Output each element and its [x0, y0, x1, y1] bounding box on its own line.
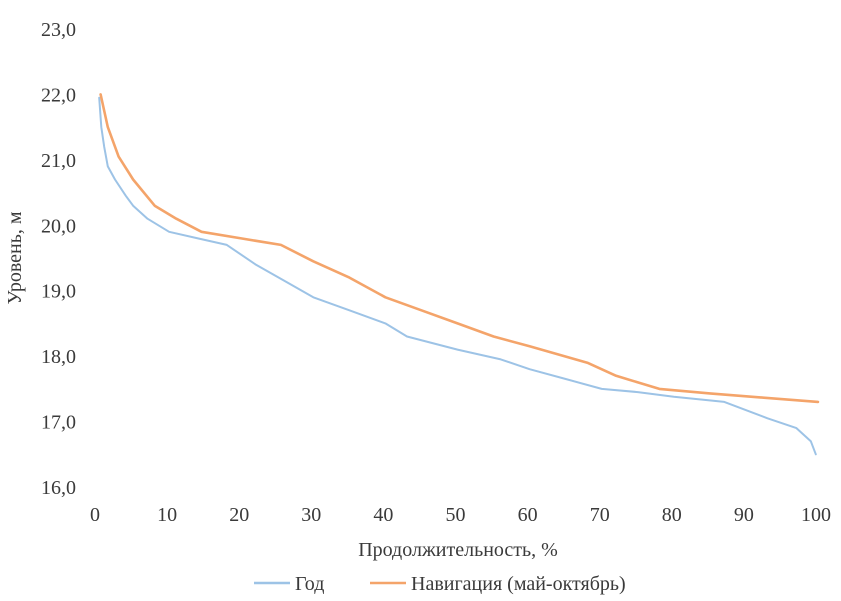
x-tick-label: 70 — [590, 504, 610, 526]
series-lines — [98, 93, 820, 456]
y-axis-title: Уровень, м — [4, 211, 26, 304]
x-axis-tick-labels: 0 10 20 30 40 50 60 70 80 90 100 — [90, 504, 831, 526]
y-tick-label: 19,0 — [41, 281, 76, 303]
x-tick-label: 20 — [229, 504, 249, 526]
y-tick-label: 16,0 — [41, 477, 76, 499]
y-tick-label: 18,0 — [41, 346, 76, 368]
y-tick-label: 23,0 — [41, 19, 76, 41]
y-tick-label: 21,0 — [41, 150, 76, 172]
x-axis-title: Продолжительность, % — [358, 539, 558, 561]
x-tick-label: 50 — [446, 504, 466, 526]
x-tick-label: 100 — [801, 504, 831, 526]
y-tick-label: 17,0 — [41, 412, 76, 434]
x-tick-label: 40 — [373, 504, 393, 526]
legend: Год Навигация (май-октябрь) — [254, 573, 626, 595]
x-tick-label: 0 — [90, 504, 100, 526]
legend-label-god: Год — [295, 573, 324, 595]
x-tick-label: 60 — [518, 504, 538, 526]
x-tick-label: 90 — [734, 504, 754, 526]
legend-label-navigation: Навигация (май-октябрь) — [411, 573, 626, 595]
x-tick-label: 80 — [662, 504, 682, 526]
y-tick-label: 22,0 — [41, 84, 76, 106]
series-line-navigation — [99, 93, 820, 404]
x-tick-label: 30 — [301, 504, 321, 526]
series-line-god — [98, 96, 817, 456]
y-axis-tick-labels: 16,0 17,0 18,0 19,0 20,0 21,0 22,0 23,0 — [41, 19, 76, 499]
x-tick-label: 10 — [157, 504, 177, 526]
y-tick-label: 20,0 — [41, 215, 76, 237]
